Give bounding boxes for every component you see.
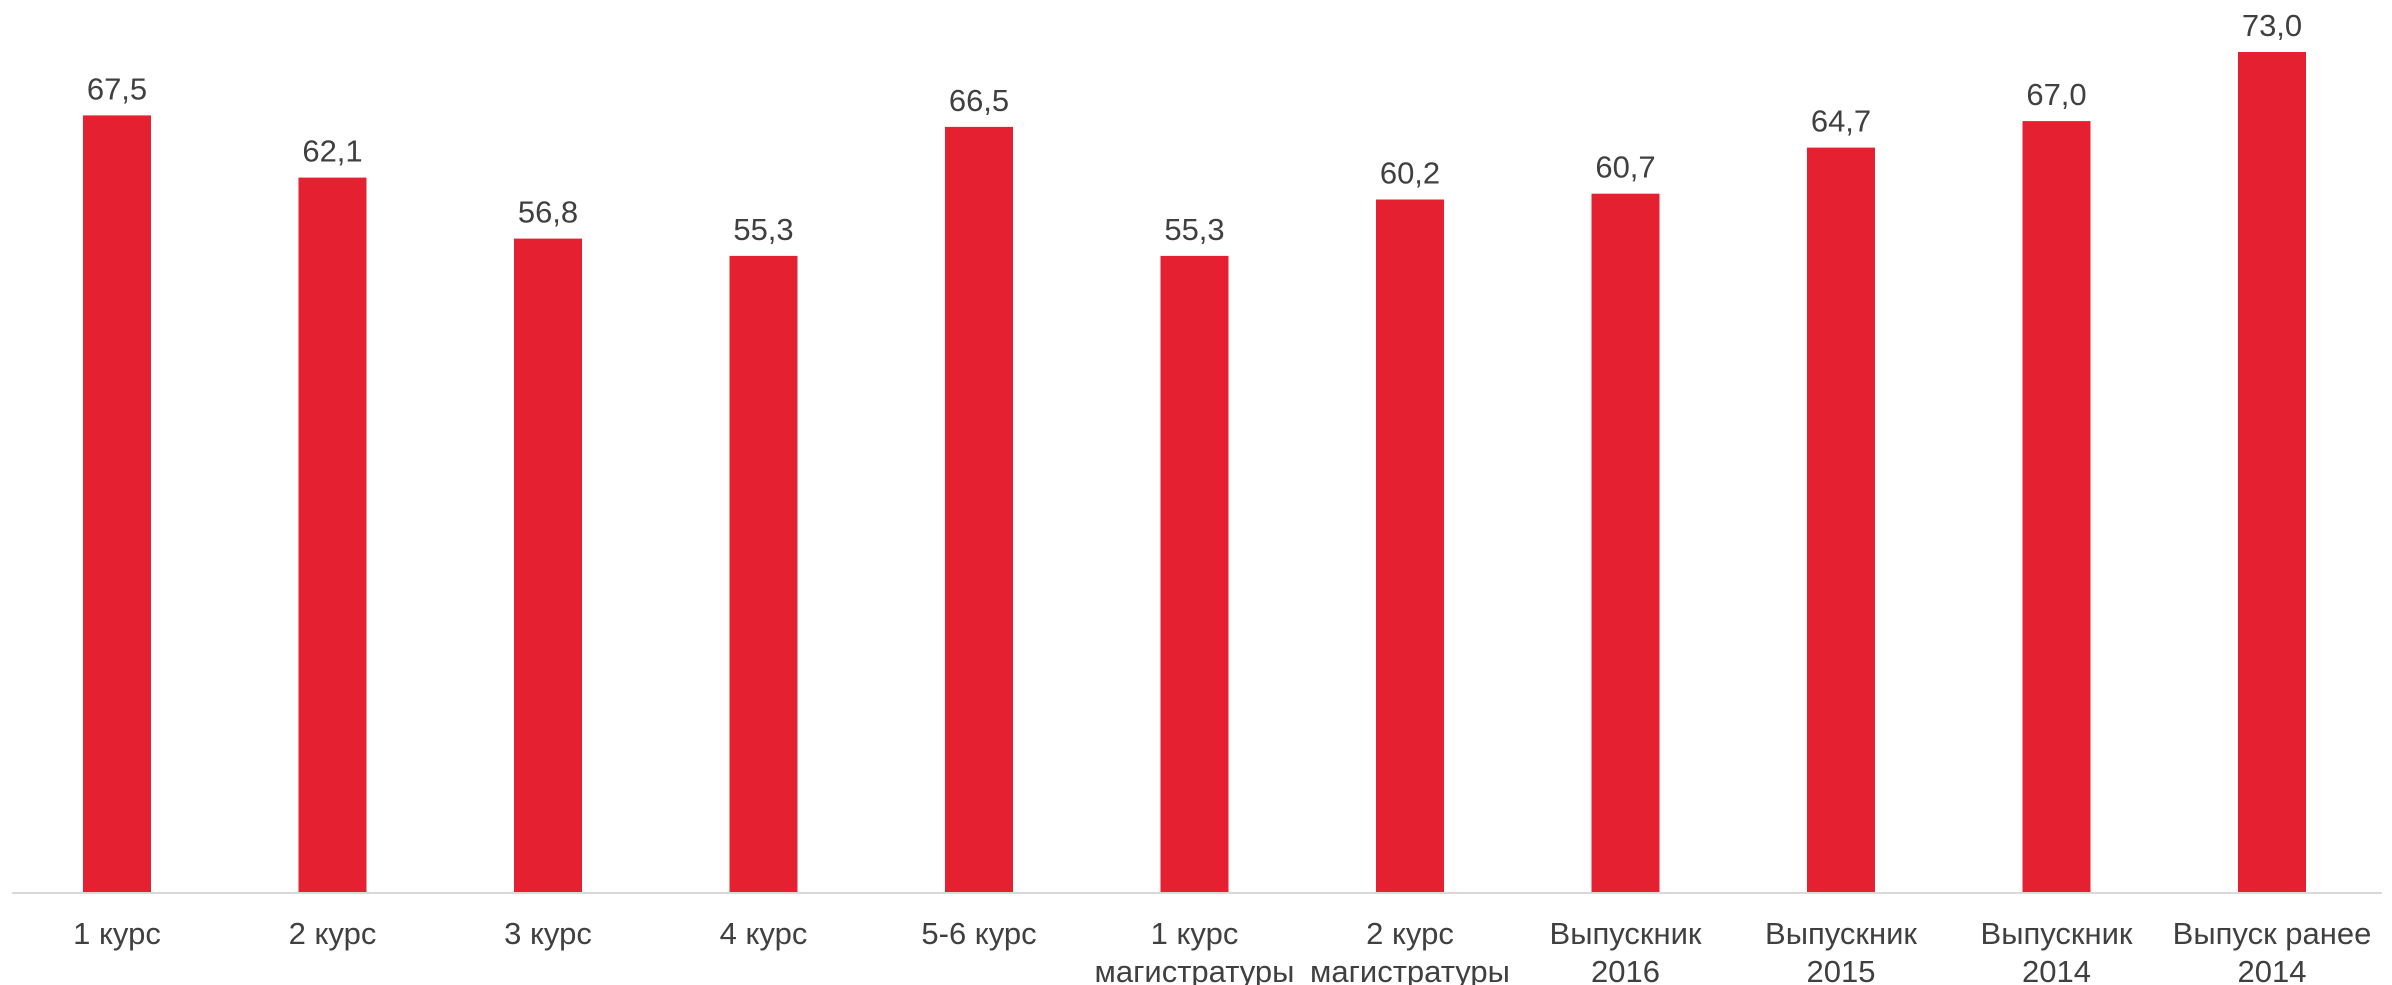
data-label-1: 67,5 (87, 71, 147, 106)
category-label-line: 2014 (2238, 954, 2307, 985)
value-labels-layer: 67,5 62,1 56,8 55,3 66,5 55,3 60,2 60,7 64,7 67,0… (87, 8, 2302, 247)
category-label-line: 2016 (1591, 954, 1660, 985)
category-label-line: 5-6 курс (921, 916, 1036, 951)
category-label-line: магистратуры (1310, 954, 1510, 985)
data-label-5: 66,5 (949, 83, 1009, 118)
data-label-3: 56,8 (518, 195, 578, 230)
bar-5 (945, 126, 1013, 893)
category-label-1: 1 курс (73, 916, 161, 951)
category-label-7: 2 курс магистратуры (1310, 916, 1510, 985)
data-label-7: 60,2 (1380, 156, 1440, 191)
category-label-10: Выпускник 2014 (1981, 916, 2133, 985)
data-label-9: 64,7 (1811, 104, 1871, 139)
bar-9 (1807, 147, 1875, 894)
category-label-line: Выпускник (1981, 916, 2133, 951)
category-label-5: 5-6 курс (921, 916, 1036, 951)
category-label-line: 3 курс (504, 916, 592, 951)
category-label-line: 2014 (2022, 954, 2091, 985)
bar-4 (729, 255, 798, 893)
category-label-line: 2015 (1807, 954, 1876, 985)
bar-11 (2238, 52, 2306, 893)
data-label-8: 60,7 (1595, 150, 1655, 185)
category-label-line: 1 курс (1151, 916, 1239, 951)
category-label-3: 3 курс (504, 916, 592, 951)
data-label-2: 62,1 (302, 134, 362, 169)
category-label-line: 4 курс (720, 916, 808, 951)
bar-7 (1376, 199, 1444, 893)
category-labels-layer: 1 курс 2 курс 3 курс 4 курс 5-6 курс 1 курс ма… (73, 916, 2371, 985)
data-label-6: 55,3 (1164, 212, 1224, 247)
category-label-line: магистратуры (1095, 954, 1295, 985)
category-label-9: Выпускник 2015 (1765, 916, 1917, 985)
bar-10 (2022, 121, 2091, 894)
bar-3 (514, 238, 582, 894)
category-label-line: 1 курс (73, 916, 161, 951)
category-label-line: Выпускник (1550, 916, 1702, 951)
category-label-11: Выпуск ранее 2014 (2173, 916, 2372, 985)
data-label-11: 73,0 (2242, 8, 2302, 43)
category-label-line: Выпуск ранее (2173, 916, 2372, 951)
data-label-10: 67,0 (2026, 77, 2086, 112)
category-label-4: 4 курс (720, 916, 808, 951)
category-label-6: 1 курс магистратуры (1095, 916, 1295, 985)
bar-1 (83, 115, 151, 893)
bar-8 (1591, 193, 1660, 893)
category-label-8: Выпускник 2016 (1550, 916, 1702, 985)
category-label-2: 2 курс (289, 916, 377, 951)
category-label-line: 2 курс (289, 916, 377, 951)
bars-layer (83, 52, 2306, 894)
category-label-line: Выпускник (1765, 916, 1917, 951)
category-label-line: 2 курс (1366, 916, 1454, 951)
data-label-4: 55,3 (733, 212, 793, 247)
bar-2 (298, 177, 367, 894)
bar-6 (1160, 255, 1229, 893)
